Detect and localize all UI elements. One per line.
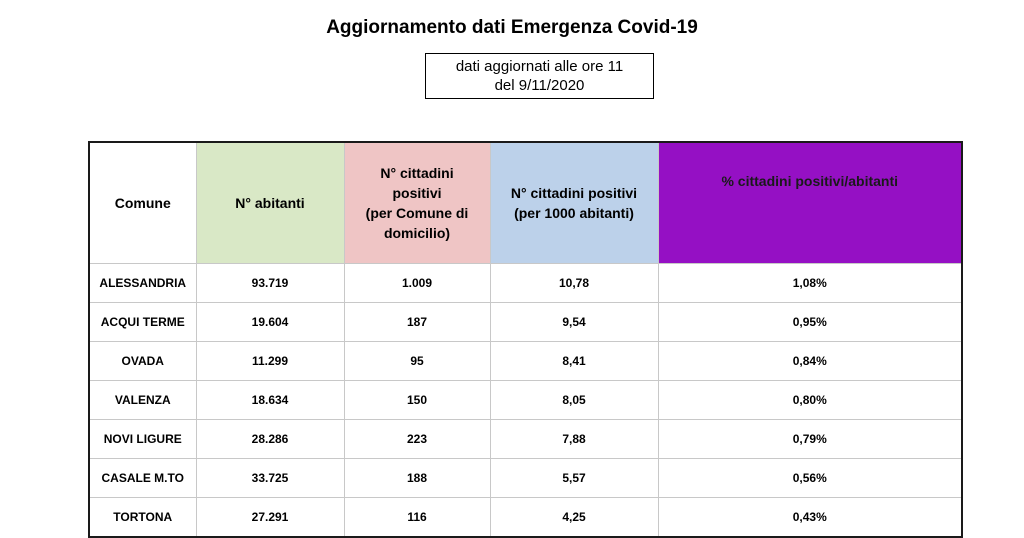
cell-percentuale: 1,08% [657, 263, 963, 303]
cell-percentuale: 0,84% [657, 341, 963, 381]
header-positivi-line: N° cittadini [380, 165, 454, 181]
cell-comune: OVADA [88, 341, 197, 381]
cell-per1000: 10,78 [489, 263, 659, 303]
cell-abitanti: 18.634 [195, 380, 345, 420]
cell-positivi: 223 [343, 419, 491, 459]
cell-abitanti: 27.291 [195, 497, 345, 538]
header-abitanti: N° abitanti [195, 141, 345, 264]
header-positivi-line: (per Comune di [365, 205, 469, 221]
cell-per1000: 9,54 [489, 302, 659, 342]
cell-percentuale: 0,80% [657, 380, 963, 420]
cell-per1000: 8,05 [489, 380, 659, 420]
header-positivi-line: domicilio) [383, 225, 451, 241]
table-row: VALENZA 18.634 150 8,05 0,80% [88, 380, 963, 420]
cell-positivi: 187 [343, 302, 491, 342]
table-row: NOVI LIGURE 28.286 223 7,88 0,79% [88, 419, 963, 459]
table-row: ACQUI TERME 19.604 187 9,54 0,95% [88, 302, 963, 342]
cell-per1000: 5,57 [489, 458, 659, 498]
cell-abitanti: 19.604 [195, 302, 345, 342]
header-comune: Comune [88, 141, 197, 264]
table-row: CASALE M.TO 33.725 188 5,57 0,56% [88, 458, 963, 498]
cell-positivi: 116 [343, 497, 491, 538]
update-note-line2: del 9/11/2020 [494, 77, 585, 94]
cell-abitanti: 11.299 [195, 341, 345, 381]
cell-positivi: 188 [343, 458, 491, 498]
cell-abitanti: 33.725 [195, 458, 345, 498]
table-header-row: Comune N° abitanti N° cittadini positivi… [88, 141, 963, 264]
table-row: TORTONA 27.291 116 4,25 0,43% [88, 497, 963, 538]
cell-comune: VALENZA [88, 380, 197, 420]
header-positivi: N° cittadini positivi (per Comune di dom… [343, 141, 491, 264]
cell-per1000: 8,41 [489, 341, 659, 381]
cell-positivi: 95 [343, 341, 491, 381]
cell-positivi: 1.009 [343, 263, 491, 303]
cell-abitanti: 28.286 [195, 419, 345, 459]
cell-comune: TORTONA [88, 497, 197, 538]
cell-positivi: 150 [343, 380, 491, 420]
cell-abitanti: 93.719 [195, 263, 345, 303]
cell-percentuale: 0,56% [657, 458, 963, 498]
header-per1000-line: N° cittadini positivi [510, 185, 638, 201]
cell-percentuale: 0,95% [657, 302, 963, 342]
update-note-line1: dati aggiornati alle ore 11 [455, 58, 624, 75]
cell-comune: NOVI LIGURE [88, 419, 197, 459]
header-per1000-line: (per 1000 abitanti) [514, 205, 634, 221]
header-per1000: N° cittadini positivi (per 1000 abitanti… [489, 141, 659, 264]
cell-comune: ACQUI TERME [88, 302, 197, 342]
header-percentuale: % cittadini positivi/abitanti [657, 141, 963, 264]
header-positivi-line: positivi [392, 185, 442, 201]
update-note-box: dati aggiornati alle ore 11 del 9/11/202… [425, 53, 654, 99]
cell-percentuale: 0,43% [657, 497, 963, 538]
table-row: OVADA 11.299 95 8,41 0,84% [88, 341, 963, 381]
cell-per1000: 7,88 [489, 419, 659, 459]
cell-comune: CASALE M.TO [88, 458, 197, 498]
cell-comune: ALESSANDRIA [88, 263, 197, 303]
cell-percentuale: 0,79% [657, 419, 963, 459]
covid-data-table: Comune N° abitanti N° cittadini positivi… [88, 141, 963, 538]
table-row: ALESSANDRIA 93.719 1.009 10,78 1,08% [88, 263, 963, 303]
cell-per1000: 4,25 [489, 497, 659, 538]
page-title: Aggiornamento dati Emergenza Covid-19 [326, 17, 698, 38]
